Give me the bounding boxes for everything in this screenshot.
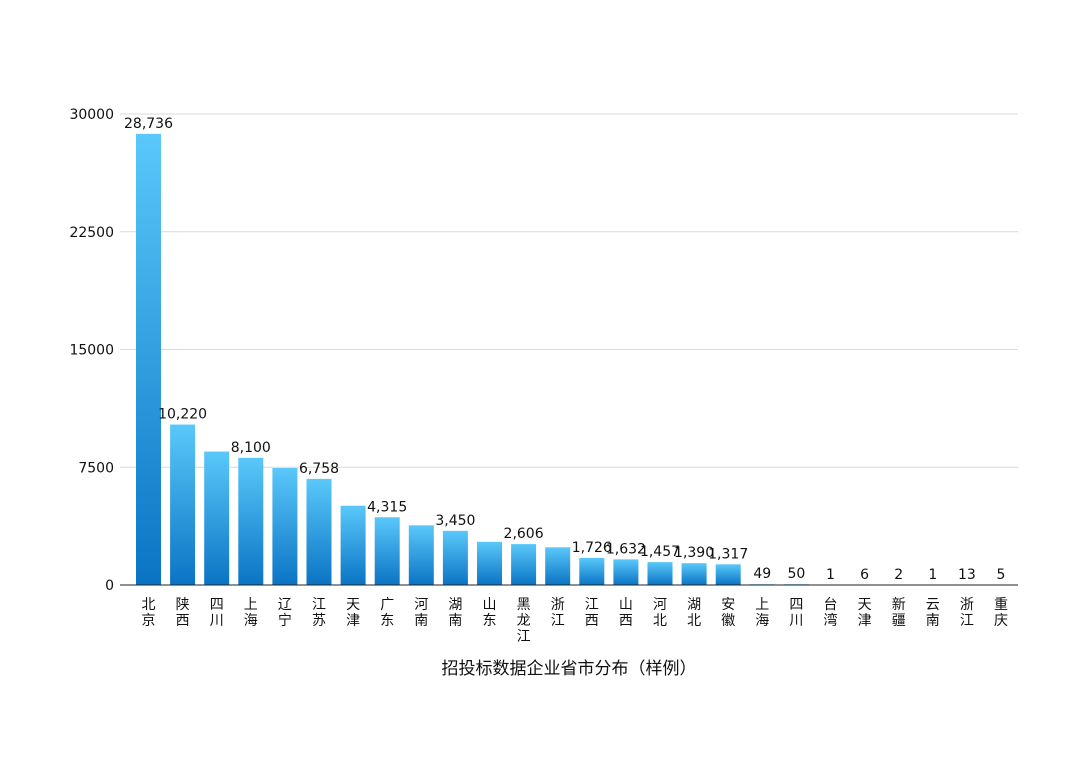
data-labels: 28,736 10,220 8,100 6,758 4,315 3,450 2,606 1,7… xyxy=(124,116,1005,583)
category-label: 北京 xyxy=(142,597,156,629)
category-label: 浙江 xyxy=(551,597,565,629)
category-label: 湖北 xyxy=(687,597,701,629)
x-axis-title: 招投标数据企业省市分布（样例） xyxy=(442,659,697,679)
category-label: 广东 xyxy=(380,597,394,629)
y-tick-label: 15000 xyxy=(69,343,114,359)
y-axis-ticks: 0 7500 15000 22500 30000 xyxy=(69,107,114,594)
bar xyxy=(238,457,264,585)
category-label: 天津 xyxy=(346,597,360,629)
bar xyxy=(340,505,366,585)
category-label: 湖南 xyxy=(448,597,462,629)
y-tick-label: 30000 xyxy=(69,107,114,123)
category-label: 云南 xyxy=(926,597,940,629)
category-label: 河南 xyxy=(414,597,428,629)
data-label: 5 xyxy=(997,567,1006,583)
category-label: 天津 xyxy=(858,597,872,629)
data-label: 1,390 xyxy=(674,545,714,561)
bar xyxy=(579,557,605,585)
bar xyxy=(511,544,537,585)
bar xyxy=(408,525,434,585)
category-labels: 北京陕西四川上海辽宁江苏天津广东河南湖南山东黑龙江浙江江西山西河北湖北安徽上海四… xyxy=(142,597,1009,645)
bar xyxy=(647,562,673,585)
y-tick-label: 22500 xyxy=(69,225,114,241)
category-label: 陕西 xyxy=(176,597,190,629)
data-label: 2,606 xyxy=(504,526,544,542)
category-label: 河北 xyxy=(653,597,667,629)
bar xyxy=(681,563,707,585)
category-label: 浙江 xyxy=(960,597,974,629)
category-label: 黑龙江 xyxy=(517,597,531,645)
data-label: 3,450 xyxy=(435,513,475,529)
bar xyxy=(442,530,468,585)
data-label: 6,758 xyxy=(299,461,339,477)
bar xyxy=(715,564,741,585)
category-label: 安徽 xyxy=(721,597,735,629)
data-label: 13 xyxy=(958,567,976,583)
bar xyxy=(374,517,400,585)
category-label: 四川 xyxy=(210,597,224,629)
category-label: 上海 xyxy=(755,597,769,629)
bar xyxy=(170,424,196,585)
bar xyxy=(545,547,571,585)
category-label: 重庆 xyxy=(994,597,1008,629)
data-label: 4,315 xyxy=(367,499,407,515)
y-tick-label: 0 xyxy=(105,578,114,594)
data-label: 8,100 xyxy=(231,440,271,456)
category-label: 江西 xyxy=(585,597,599,629)
category-label: 辽宁 xyxy=(278,597,292,629)
data-label: 1 xyxy=(928,567,937,583)
data-label: 28,736 xyxy=(124,116,173,132)
bars xyxy=(136,133,809,586)
category-label: 山东 xyxy=(483,597,497,629)
data-label: 1,457 xyxy=(640,544,680,560)
data-label: 1,632 xyxy=(606,541,646,557)
category-label: 新疆 xyxy=(892,597,906,629)
bar xyxy=(613,559,639,585)
data-label: 10,220 xyxy=(158,407,207,423)
data-label: 6 xyxy=(860,567,869,583)
category-label: 四川 xyxy=(789,597,803,629)
bar xyxy=(272,468,298,585)
category-label: 江苏 xyxy=(312,597,326,629)
data-label: 50 xyxy=(787,566,805,582)
category-label: 山西 xyxy=(619,597,633,629)
data-label: 1 xyxy=(826,567,835,583)
data-label: 49 xyxy=(753,566,771,582)
data-label: 1,726 xyxy=(572,540,612,556)
data-label: 1,317 xyxy=(708,546,748,562)
bar xyxy=(136,133,161,586)
gridlines xyxy=(120,113,1018,468)
category-label: 台湾 xyxy=(824,597,838,629)
category-label: 上海 xyxy=(244,597,258,629)
data-label: 2 xyxy=(894,567,903,583)
bar xyxy=(204,451,230,585)
bar xyxy=(306,478,332,585)
y-tick-label: 7500 xyxy=(78,460,114,476)
bar xyxy=(477,541,502,585)
